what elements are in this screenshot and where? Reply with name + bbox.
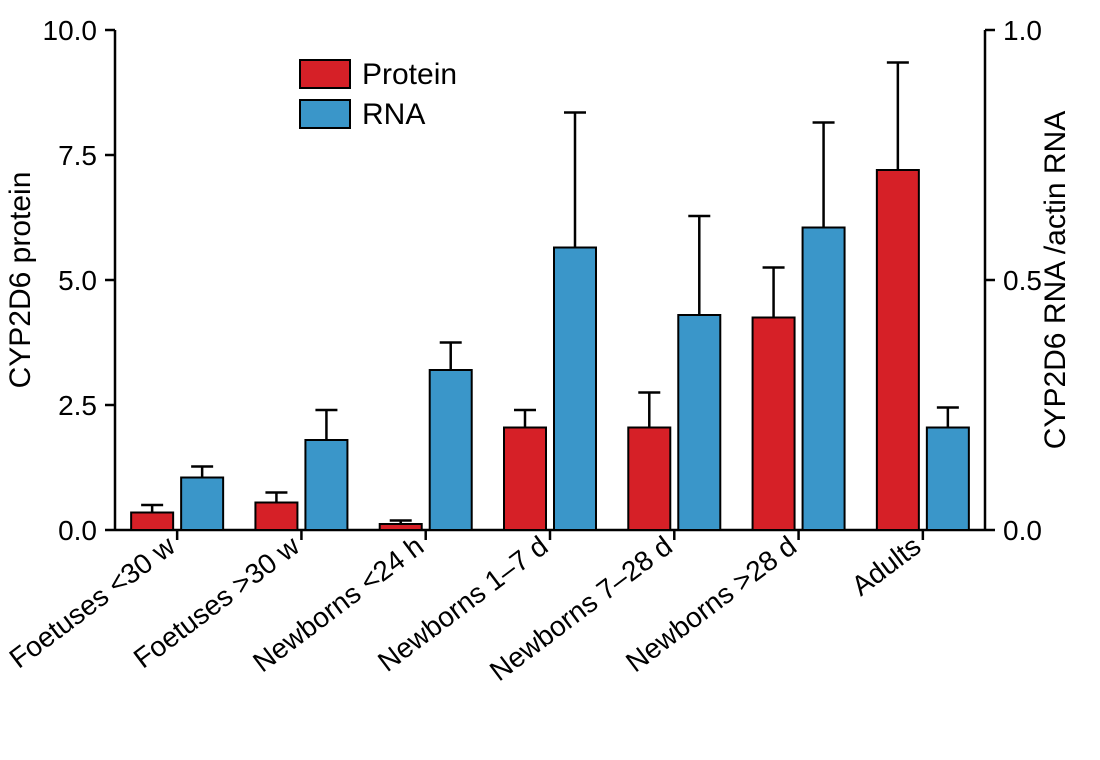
y-right-tick-label: 1.0 [1003,15,1042,46]
cyp2d6-chart: 0.0 2.5 5.0 7.5 10.0 CYP2D6 protein 0.0 0.5 1.0 C… [0,0,1100,760]
bar-protein [131,513,173,531]
legend-label: RNA [362,98,425,131]
y-left-tick-label: 5.0 [58,265,97,296]
y-left-title: CYP2D6 protein [4,172,37,389]
y-left-tick-label: 0.0 [58,515,97,546]
bar-rna [430,370,472,530]
y-left-tick-label: 2.5 [58,390,97,421]
bar-rna [678,315,720,530]
bar-protein [628,428,670,531]
bar-protein [380,524,422,530]
y-left-tick-label: 7.5 [58,140,97,171]
bar-rna [181,478,223,531]
legend-label: Protein [362,58,457,91]
bar-rna [927,428,969,531]
bar-protein [753,318,795,531]
chart-svg: 0.0 2.5 5.0 7.5 10.0 CYP2D6 protein 0.0 0.5 1.0 C… [0,0,1100,760]
legend-swatch [300,60,350,88]
category-label: Adults [846,530,927,602]
bar-protein [504,428,546,531]
legend-swatch [300,100,350,128]
bar-protein [877,170,919,530]
bar-protein [255,503,297,531]
y-right-tick-label: 0.0 [1003,515,1042,546]
y-left-tick-label: 10.0 [43,15,98,46]
bar-rna [803,228,845,531]
bar-rna [305,440,347,530]
bar-rna [554,248,596,531]
y-right-tick-label: 0.5 [1003,265,1042,296]
y-right-title: CYP2D6 RNA /actin RNA [1039,111,1072,449]
